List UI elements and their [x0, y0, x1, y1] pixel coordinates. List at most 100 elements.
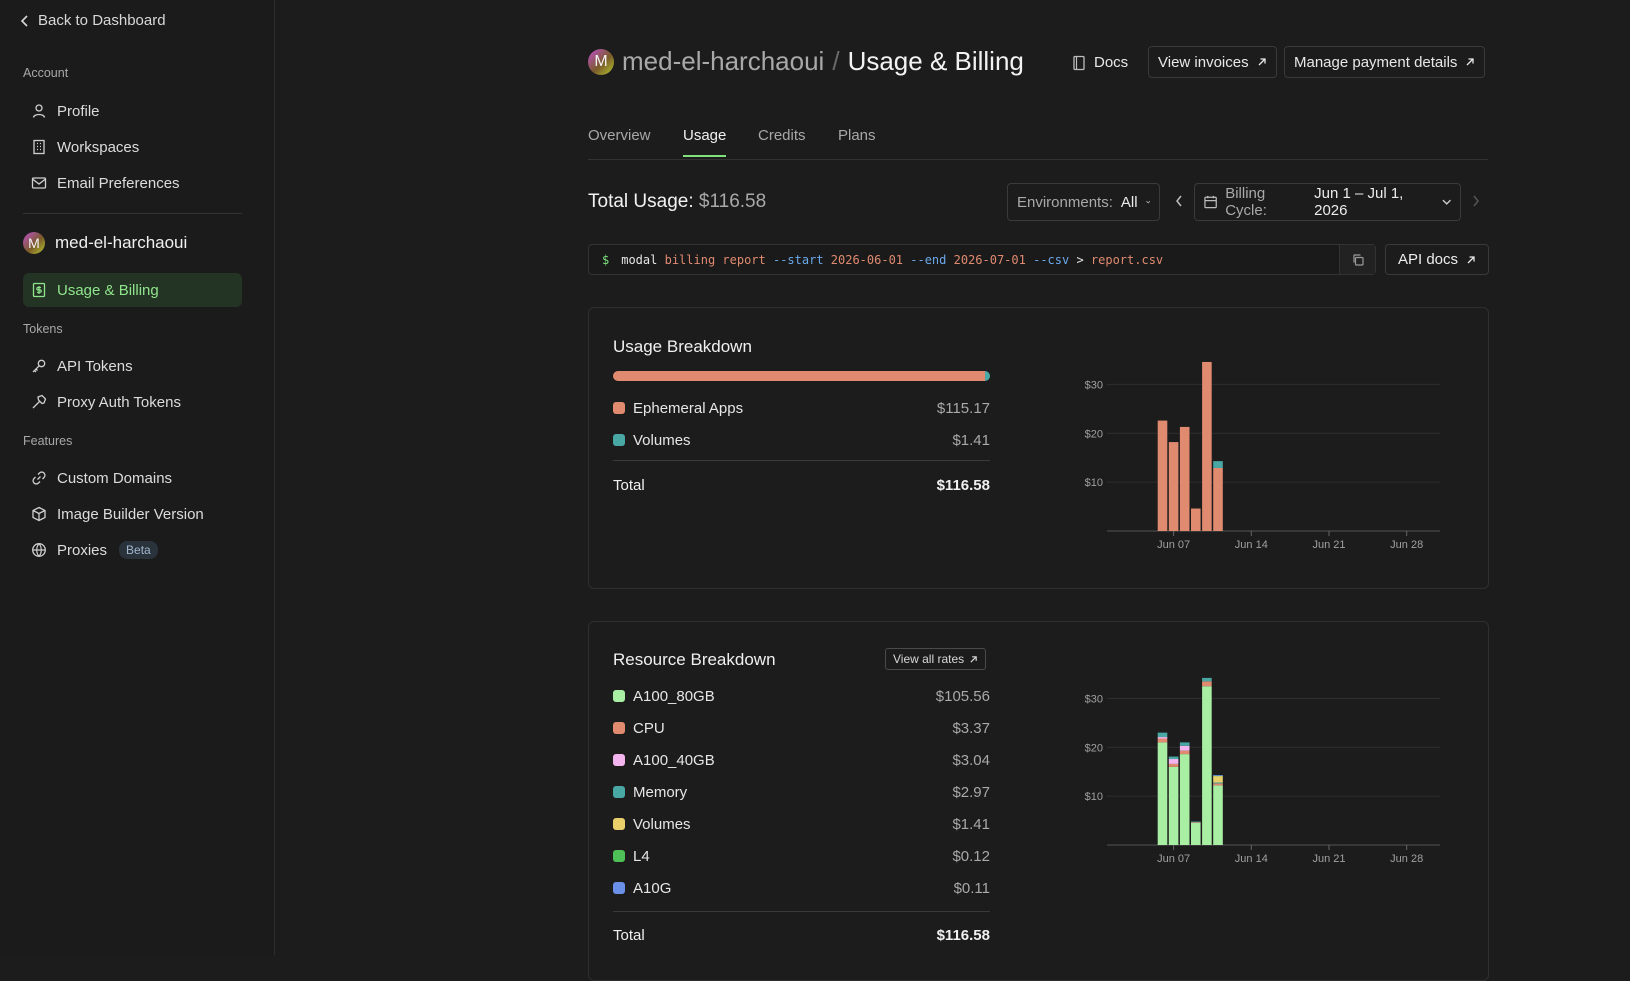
billing-cycle-select[interactable]: Billing Cycle: Jun 1 – Jul 1, 2026: [1194, 183, 1461, 221]
chevron-left-icon: [20, 14, 28, 27]
page-title: M med-el-harchaoui / Usage & Billing: [588, 46, 1024, 77]
bar-segment: [1213, 785, 1223, 845]
sidebar-item-label: Proxy Auth Tokens: [57, 393, 181, 411]
command-token: --start: [772, 252, 831, 267]
chevron-down-icon: [1145, 200, 1150, 204]
legend-value: $115.17: [936, 399, 990, 417]
cli-command: $ modal billing report --start 2026-06-0…: [588, 244, 1376, 275]
workspace-name[interactable]: med-el-harchaoui: [622, 46, 825, 76]
bar-segment: [1202, 686, 1212, 845]
sidebar-item-custom-domains[interactable]: Custom Domains: [23, 461, 242, 495]
sidebar-item-api-tokens[interactable]: API Tokens: [23, 349, 242, 383]
command-token: 2026-07-01: [953, 252, 1034, 267]
sidebar-item-label: Profile: [57, 102, 100, 120]
workspace-switcher[interactable]: M med-el-harchaoui: [23, 232, 187, 254]
user-icon: [32, 104, 46, 118]
bar-segment: [1168, 763, 1179, 767]
x-tick-label: Jun 07: [1157, 853, 1190, 865]
command-token: report.csv: [1090, 252, 1164, 267]
api-docs-button[interactable]: API docs: [1385, 244, 1489, 275]
calendar-icon: [1204, 195, 1217, 209]
bar-segment: [1213, 782, 1223, 784]
building-icon: [33, 139, 45, 155]
sidebar-item-proxies[interactable]: Proxies Beta: [23, 533, 242, 567]
back-to-dashboard-link[interactable]: Back to Dashboard: [20, 12, 166, 29]
bar-segment: [1157, 737, 1168, 739]
breadcrumb-separator: /: [832, 46, 840, 76]
legend-value: $1.41: [952, 815, 990, 833]
legend-label: A10G: [633, 879, 672, 897]
divider: [613, 460, 990, 461]
resource-breakdown-title: Resource Breakdown: [613, 650, 776, 669]
legend-value: $0.11: [953, 879, 990, 897]
account-heading: Account: [23, 66, 69, 80]
environments-value: All: [1120, 193, 1138, 211]
book-icon: [1073, 55, 1085, 70]
sidebar-item-proxy-auth-tokens[interactable]: Proxy Auth Tokens: [23, 385, 242, 419]
y-tick-label: $20: [1085, 428, 1103, 440]
command-token: --end: [910, 252, 954, 267]
command-token: report: [722, 252, 773, 267]
bar-segment: [1168, 756, 1179, 760]
sidebar-item-label: API Tokens: [57, 357, 133, 375]
manage-payment-button[interactable]: Manage payment details: [1284, 46, 1486, 78]
y-tick-label: $30: [1085, 693, 1103, 705]
chevron-right-icon: [1473, 195, 1479, 207]
globe-icon: [32, 543, 46, 557]
x-tick-label: Jun 14: [1235, 539, 1268, 551]
divider: [613, 911, 990, 912]
total-label: Total: [613, 927, 645, 944]
mail-icon: [31, 177, 47, 189]
docs-label: Docs: [1094, 54, 1129, 71]
bar-segment: [1157, 420, 1168, 531]
copy-icon: [1352, 253, 1364, 266]
legend-label: L4: [633, 847, 650, 865]
sidebar-item-usage-billing[interactable]: Usage & Billing: [23, 273, 242, 307]
previous-cycle-button[interactable]: [1175, 194, 1183, 210]
sidebar-item-workspaces[interactable]: Workspaces: [23, 130, 242, 164]
tab-credits[interactable]: Credits: [758, 127, 806, 144]
bar-segment: [1168, 442, 1179, 531]
sidebar-item-profile[interactable]: Profile: [23, 94, 242, 128]
legend-item: A10G $0.11: [613, 877, 990, 899]
receipt-icon: [32, 282, 46, 298]
external-link-icon: [970, 655, 977, 663]
chevron-left-icon: [1176, 195, 1182, 207]
proportion-segment: [985, 371, 990, 381]
y-tick-label: $20: [1085, 742, 1103, 754]
view-all-rates-button[interactable]: View all rates: [885, 648, 987, 670]
bar-segment: [1191, 823, 1201, 845]
y-tick-label: $10: [1085, 791, 1103, 803]
bar-segment: [1157, 732, 1168, 738]
next-cycle-button[interactable]: [1472, 194, 1480, 210]
tab-overview[interactable]: Overview: [588, 127, 651, 144]
tokens-heading: Tokens: [23, 322, 63, 336]
page-name: Usage & Billing: [847, 46, 1024, 76]
legend-item: A100_40GB $3.04: [613, 749, 990, 771]
external-link-icon: [1467, 255, 1475, 263]
bar-segment: [1213, 467, 1223, 531]
docs-link[interactable]: Docs: [1072, 54, 1128, 71]
features-heading: Features: [23, 434, 73, 448]
legend-swatch: [613, 850, 625, 862]
sidebar-item-image-builder-version[interactable]: Image Builder Version: [23, 497, 242, 531]
environments-select[interactable]: Environments: All: [1007, 183, 1160, 221]
sidebar-divider: [23, 213, 242, 214]
proportion-segment: [613, 371, 986, 381]
sidebar-item-email-preferences[interactable]: Email Preferences: [23, 166, 242, 200]
copy-command-button[interactable]: [1339, 245, 1375, 274]
view-invoices-button[interactable]: View invoices: [1148, 46, 1277, 78]
key-icon: [32, 359, 46, 373]
total-value: $116.58: [936, 477, 990, 494]
legend-label: Volumes: [633, 431, 691, 449]
total-row: Total $116.58: [613, 477, 990, 494]
bar-segment: [1179, 742, 1190, 746]
bar-segment: [1191, 821, 1201, 823]
x-tick-label: Jun 28: [1390, 853, 1423, 865]
tab-usage[interactable]: Usage: [683, 127, 727, 157]
tab-plans[interactable]: Plans: [838, 127, 876, 144]
legend-label: A100_80GB: [633, 687, 715, 705]
external-link-icon: [1258, 58, 1266, 66]
sidebar-item-label: Proxies: [57, 541, 108, 559]
x-tick-label: Jun 28: [1390, 539, 1423, 551]
